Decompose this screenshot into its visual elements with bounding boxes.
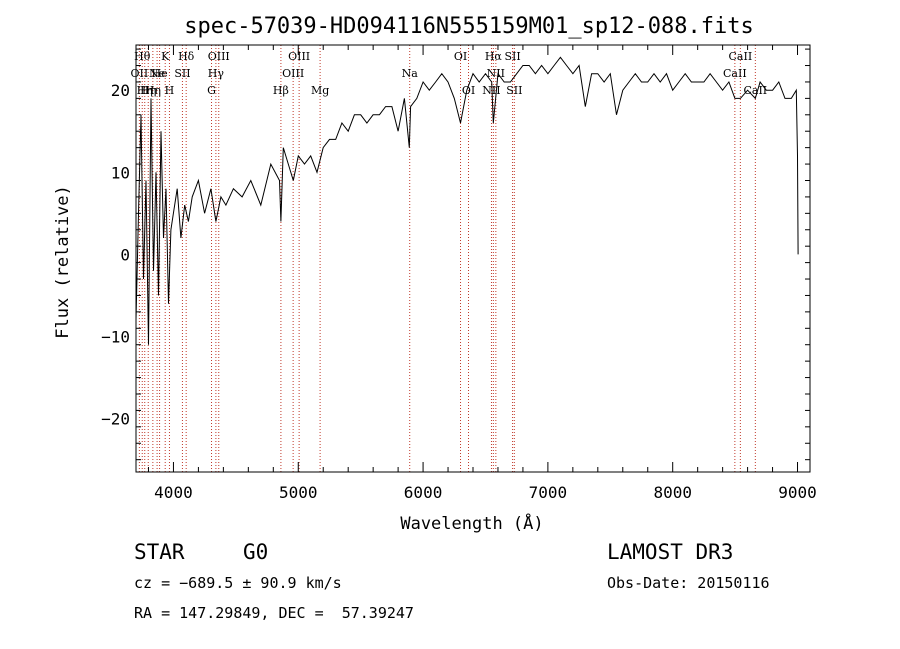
x-tick-label: 4000 xyxy=(154,483,193,502)
x-tick-label: 9000 xyxy=(778,483,817,502)
line-label-18: Na xyxy=(402,67,419,80)
line-label-0: OII xyxy=(131,67,149,80)
x-tick-label: 5000 xyxy=(279,483,318,502)
line-label-16: OIII xyxy=(288,50,310,63)
y-tick-label: 0 xyxy=(120,245,130,264)
x-tick-label: 7000 xyxy=(529,483,568,502)
redshift-cz: cz = −689.5 ± 90.9 km/s xyxy=(134,574,342,592)
line-label-10: Hδ xyxy=(178,50,195,63)
line-label-1: Hθ xyxy=(134,50,151,63)
x-tick-label: 8000 xyxy=(653,483,692,502)
line-label-11: G xyxy=(207,84,216,97)
line-label-2: Hη xyxy=(137,84,153,97)
line-label-28: CaII xyxy=(743,84,767,97)
line-label-20: OI xyxy=(462,84,475,97)
y-tick-label: −20 xyxy=(101,410,130,429)
line-label-14: Hβ xyxy=(273,84,289,97)
y-tick-label: 10 xyxy=(111,163,130,182)
line-label-15: OIII xyxy=(282,67,304,80)
y-axis-ticks: −20 −10 0 10 20 xyxy=(101,48,810,461)
x-axis-label: Wavelength (Å) xyxy=(400,512,543,534)
y-axis-label: Flux (relative) xyxy=(53,185,73,339)
y-tick-label: 20 xyxy=(111,81,130,100)
line-label-4: Hη xyxy=(145,84,161,97)
line-label-12: Hγ xyxy=(208,67,225,80)
object-subclass: G0 xyxy=(243,540,269,564)
y-tick-label: −10 xyxy=(101,328,130,347)
plot-frame xyxy=(135,44,811,473)
chart-title: spec-57039-HD094116N555159M01_sp12-088.f… xyxy=(184,14,754,39)
object-class: STAR xyxy=(134,540,185,564)
survey-name: LAMOST DR3 xyxy=(607,540,734,564)
observation-date: Obs-Date: 20150116 xyxy=(607,574,770,592)
spectrum-line xyxy=(135,56,799,345)
line-label-9: SII xyxy=(174,67,190,80)
spectral-line-labels: OIIHθHηHηHηNeHeKHSIIHδGHγOIIIHβOIIIOIIIM… xyxy=(131,50,768,97)
line-label-24: SII xyxy=(504,50,520,63)
line-label-23: NII xyxy=(487,67,505,80)
spectral-line-markers xyxy=(138,45,756,472)
line-label-27: CaII xyxy=(729,50,753,63)
line-label-22: Hα xyxy=(485,50,503,63)
coordinates: RA = 147.29849, DEC = 57.39247 xyxy=(134,604,414,622)
x-tick-label: 6000 xyxy=(404,483,443,502)
line-label-7: K xyxy=(161,50,170,63)
line-label-25: SII xyxy=(506,84,522,97)
line-label-19: OI xyxy=(454,50,467,63)
line-label-3: Hη xyxy=(140,84,156,97)
line-label-8: H xyxy=(165,84,175,97)
line-label-17: Mg xyxy=(311,84,329,97)
x-axis-ticks: 4000 5000 6000 7000 8000 9000 xyxy=(147,45,817,502)
line-label-13: OIII xyxy=(208,50,230,63)
line-label-26: CaII xyxy=(723,67,747,80)
line-label-5: Ne xyxy=(149,67,165,80)
spectrum-series xyxy=(135,56,799,345)
line-label-6: He xyxy=(152,67,168,80)
